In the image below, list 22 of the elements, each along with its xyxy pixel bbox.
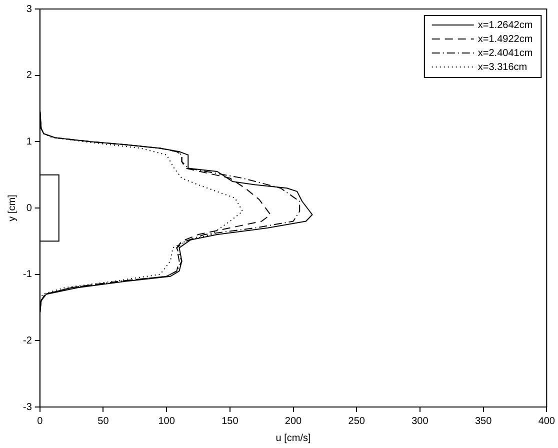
x-tick-label: 150	[222, 416, 239, 427]
x-tick-label: 350	[474, 416, 492, 427]
y-tick-label: -1	[22, 269, 32, 280]
x-tick-label: 400	[538, 416, 556, 427]
x-tick-label: 300	[412, 416, 429, 427]
x-tick-label: 100	[158, 416, 176, 427]
legend-label: x=2.4041cm	[478, 48, 533, 59]
x-tick-label: 200	[284, 416, 302, 427]
legend-label: x=1.2642cm	[478, 20, 533, 31]
legend-label: x=1.4922cm	[478, 34, 533, 45]
y-tick-label: 3	[26, 4, 32, 15]
x-tick-label: 250	[348, 416, 366, 427]
y-axis-title: y [cm]	[6, 194, 18, 222]
y-tick-label: -2	[22, 335, 32, 346]
y-tick-label: 1	[26, 136, 32, 148]
x-tick-label: 50	[98, 416, 110, 427]
legend-label: x=3.316cm	[478, 62, 528, 73]
y-tick-label: 2	[26, 70, 32, 82]
x-axis-title: u [cm/s]	[276, 432, 311, 444]
y-tick-label: -3	[22, 402, 32, 413]
y-tick-label: 0	[26, 202, 32, 214]
x-tick-label: 0	[37, 416, 44, 427]
